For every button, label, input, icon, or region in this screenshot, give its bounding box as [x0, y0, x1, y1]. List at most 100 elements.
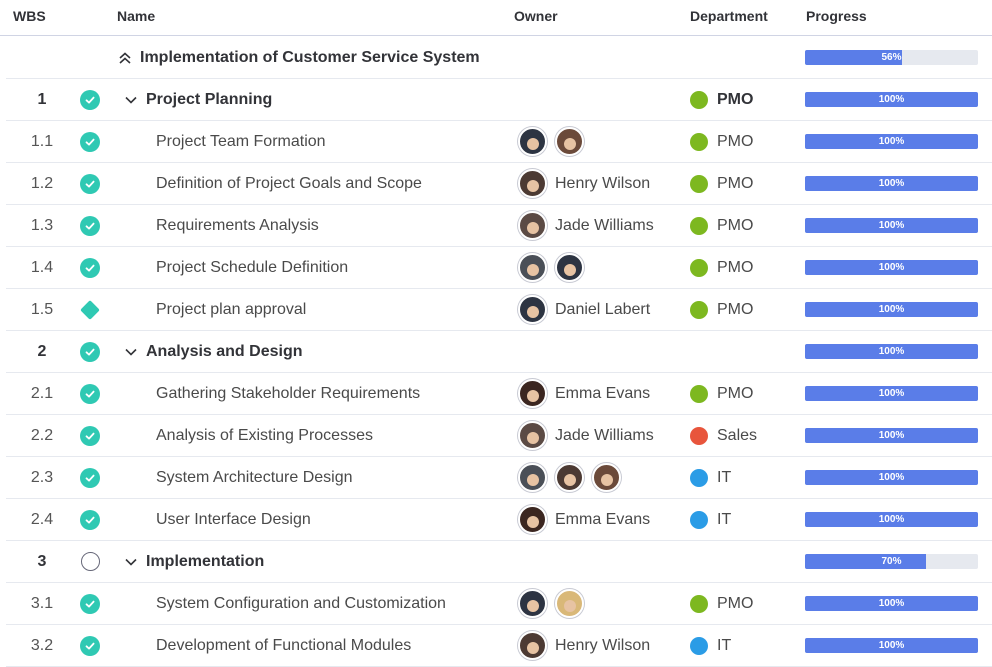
- department-cell[interactable]: PMO: [690, 373, 800, 414]
- header-wbs[interactable]: WBS: [13, 8, 46, 24]
- department-cell[interactable]: PMO: [690, 583, 800, 624]
- header-name[interactable]: Name: [117, 8, 156, 24]
- completed-check-icon[interactable]: [80, 593, 100, 614]
- department-cell[interactable]: IT: [690, 457, 800, 498]
- task-name[interactable]: Project Schedule Definition: [116, 247, 546, 288]
- department-cell[interactable]: [690, 331, 800, 372]
- completed-check-icon[interactable]: [80, 467, 100, 488]
- avatar[interactable]: [518, 379, 547, 408]
- avatar-group[interactable]: [518, 589, 592, 618]
- owner-cell[interactable]: Henry Wilson: [518, 163, 688, 204]
- table-row[interactable]: 2.4 User Interface Design Emma Evans IT 100%: [6, 499, 992, 541]
- avatar[interactable]: [518, 169, 547, 198]
- owner-cell[interactable]: [518, 37, 688, 78]
- task-name[interactable]: Analysis of Existing Processes: [116, 415, 546, 456]
- avatar[interactable]: [555, 463, 584, 492]
- task-name[interactable]: Definition of Project Goals and Scope: [116, 163, 546, 204]
- completed-check-icon[interactable]: [80, 257, 100, 278]
- department-cell[interactable]: PMO: [690, 289, 800, 330]
- table-row[interactable]: 1.3 Requirements Analysis Jade Williams PMO…: [6, 205, 992, 247]
- owner-cell[interactable]: [518, 79, 688, 120]
- chevron-down-icon[interactable]: [122, 91, 140, 109]
- owner-cell[interactable]: [518, 331, 688, 372]
- avatar[interactable]: [555, 253, 584, 282]
- avatar[interactable]: [592, 463, 621, 492]
- avatar[interactable]: [555, 127, 584, 156]
- department-cell[interactable]: [690, 37, 800, 78]
- avatar[interactable]: [518, 253, 547, 282]
- owner-cell[interactable]: [518, 457, 688, 498]
- avatar[interactable]: [518, 631, 547, 660]
- avatar-group[interactable]: [518, 211, 555, 240]
- owner-cell[interactable]: [518, 583, 688, 624]
- table-row[interactable]: 2.1 Gathering Stakeholder Requirements Emm…: [6, 373, 992, 415]
- task-name[interactable]: Requirements Analysis: [116, 205, 546, 246]
- completed-check-icon[interactable]: [80, 131, 100, 152]
- avatar-group[interactable]: [518, 127, 592, 156]
- task-name[interactable]: Gathering Stakeholder Requirements: [116, 373, 546, 414]
- table-row[interactable]: 2.3 System Architecture Design IT 100%: [6, 457, 992, 499]
- table-row[interactable]: 3.1 System Configuration and Customizatio…: [6, 583, 992, 625]
- department-cell[interactable]: IT: [690, 625, 800, 666]
- avatar[interactable]: [518, 211, 547, 240]
- owner-cell[interactable]: Emma Evans: [518, 499, 688, 540]
- task-name[interactable]: Project Team Formation: [116, 121, 546, 162]
- avatar[interactable]: [518, 295, 547, 324]
- table-row[interactable]: 1.4 Project Schedule Definition PMO 100%: [6, 247, 992, 289]
- chevron-down-icon[interactable]: [122, 553, 140, 571]
- completed-check-icon[interactable]: [80, 173, 100, 194]
- avatar[interactable]: [518, 505, 547, 534]
- owner-cell[interactable]: Henry Wilson: [518, 625, 688, 666]
- milestone-diamond-icon[interactable]: [80, 299, 100, 320]
- owner-cell[interactable]: Emma Evans: [518, 373, 688, 414]
- group-row[interactable]: 1 Project Planning PMO 100%: [6, 79, 992, 121]
- owner-cell[interactable]: Jade Williams: [518, 205, 688, 246]
- table-row[interactable]: 1.2 Definition of Project Goals and Scope…: [6, 163, 992, 205]
- department-cell[interactable]: [690, 541, 800, 582]
- avatar[interactable]: [518, 127, 547, 156]
- avatar-group[interactable]: [518, 253, 592, 282]
- avatar-group[interactable]: [518, 463, 629, 492]
- avatar-group[interactable]: [518, 169, 555, 198]
- owner-cell[interactable]: [518, 121, 688, 162]
- department-cell[interactable]: Sales: [690, 415, 800, 456]
- avatar[interactable]: [518, 421, 547, 450]
- department-cell[interactable]: PMO: [690, 163, 800, 204]
- task-name[interactable]: Project plan approval: [116, 289, 546, 330]
- task-name[interactable]: Development of Functional Modules: [116, 625, 546, 666]
- task-name[interactable]: Implementation: [122, 541, 512, 582]
- completed-check-icon[interactable]: [80, 341, 100, 362]
- department-cell[interactable]: PMO: [690, 247, 800, 288]
- chevron-down-icon[interactable]: [122, 343, 140, 361]
- owner-cell[interactable]: Daniel Labert: [518, 289, 688, 330]
- completed-check-icon[interactable]: [80, 635, 100, 656]
- owner-cell[interactable]: [518, 247, 688, 288]
- task-name[interactable]: Project Planning: [122, 79, 512, 120]
- project-row[interactable]: Implementation of Customer Service Syste…: [6, 37, 992, 79]
- avatar-group[interactable]: [518, 631, 555, 660]
- task-name[interactable]: User Interface Design: [116, 499, 546, 540]
- avatar-group[interactable]: [518, 421, 555, 450]
- completed-check-icon[interactable]: [80, 215, 100, 236]
- collapse-all-icon[interactable]: [116, 49, 134, 67]
- department-cell[interactable]: PMO: [690, 121, 800, 162]
- incomplete-circle-icon[interactable]: [80, 552, 100, 571]
- owner-cell[interactable]: Jade Williams: [518, 415, 688, 456]
- group-row[interactable]: 3 Implementation 70%: [6, 541, 992, 583]
- avatar-group[interactable]: [518, 379, 555, 408]
- table-row[interactable]: 2.2 Analysis of Existing Processes Jade Wi…: [6, 415, 992, 457]
- avatar-group[interactable]: [518, 295, 555, 324]
- completed-check-icon[interactable]: [80, 425, 100, 446]
- header-owner[interactable]: Owner: [514, 8, 558, 24]
- task-name[interactable]: System Configuration and Customization: [116, 583, 546, 624]
- avatar[interactable]: [555, 589, 584, 618]
- task-name[interactable]: System Architecture Design: [116, 457, 546, 498]
- completed-check-icon[interactable]: [80, 89, 100, 110]
- header-department[interactable]: Department: [690, 8, 768, 24]
- completed-check-icon[interactable]: [80, 383, 100, 404]
- owner-cell[interactable]: [518, 541, 688, 582]
- avatar[interactable]: [518, 589, 547, 618]
- avatar-group[interactable]: [518, 505, 555, 534]
- department-cell[interactable]: PMO: [690, 79, 800, 120]
- task-name[interactable]: Analysis and Design: [122, 331, 512, 372]
